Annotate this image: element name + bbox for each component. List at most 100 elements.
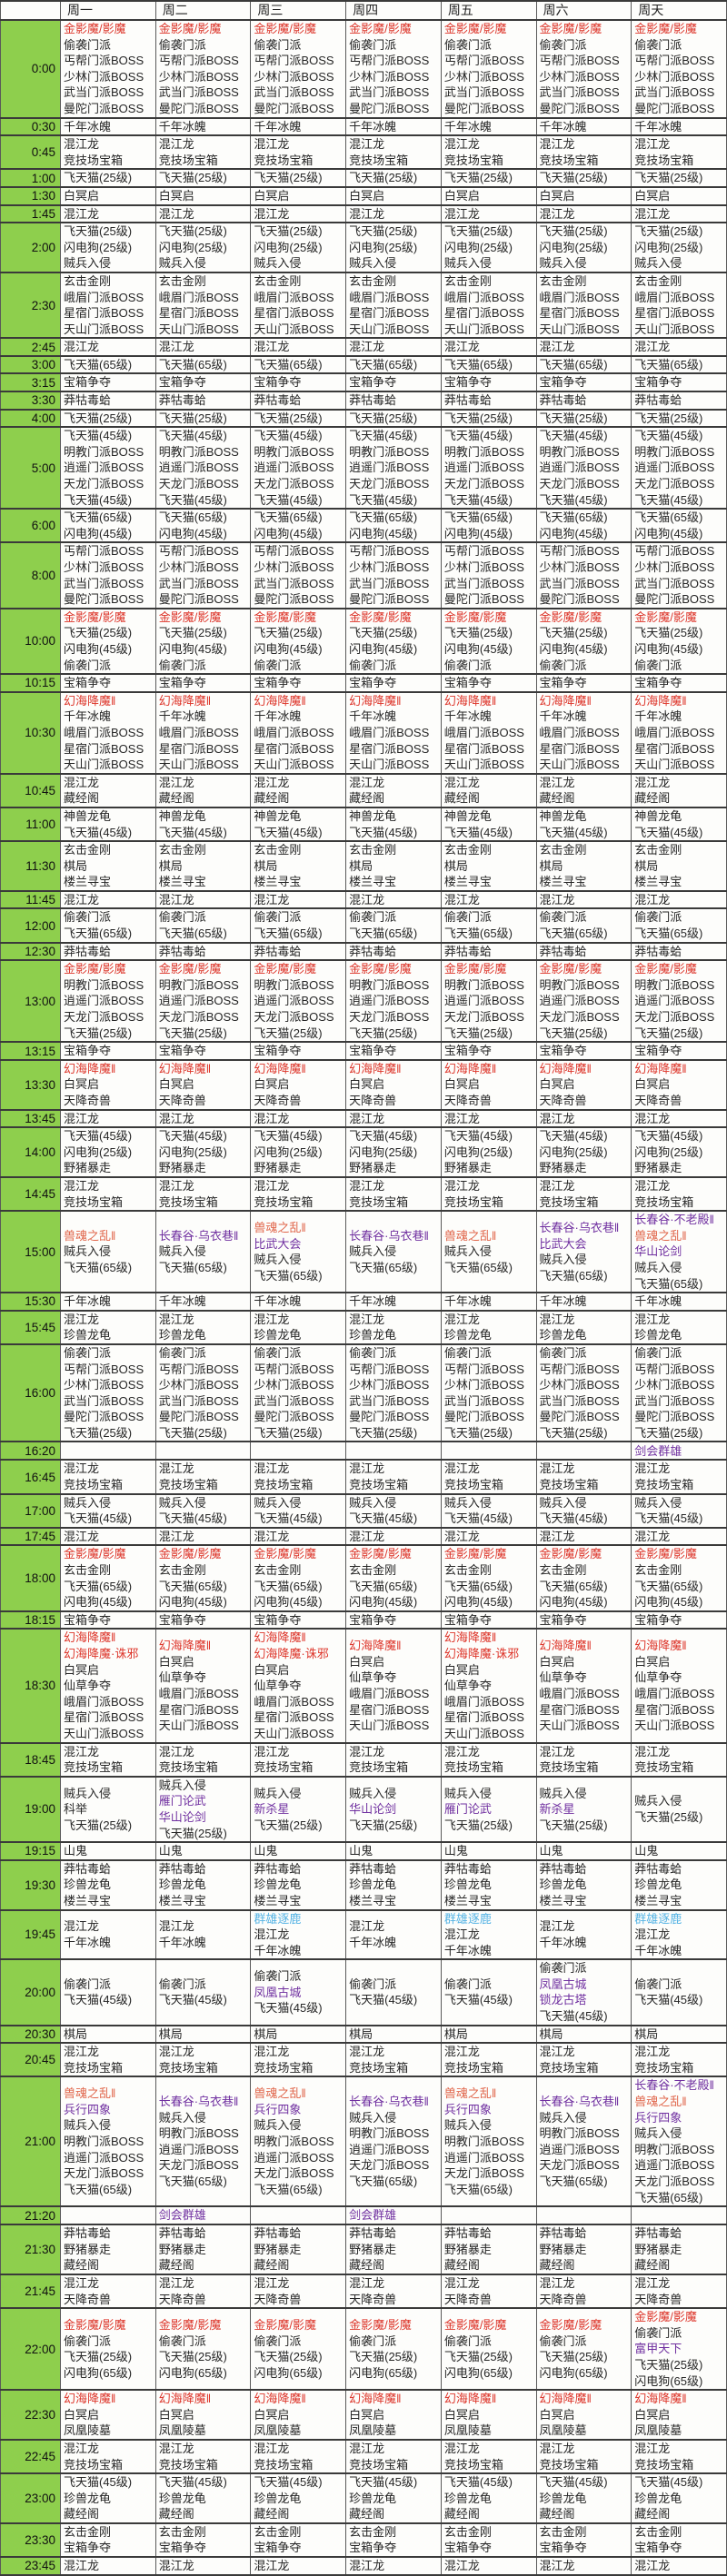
event-label: 飞天猫(45级) bbox=[443, 2475, 513, 2490]
event-label: 天龙门派BOSS bbox=[64, 477, 144, 491]
schedule-row: 22:30 幻海降魔‖ 白冥启 凤凰陵墓 幻海降魔‖ 白冥启 凤凰陵墓 幻海降魔‖ 白冥启 凤凰陵… bbox=[0, 2389, 727, 2441]
event-label: 宝箱争夺 bbox=[443, 1612, 492, 1627]
event-label: 玄击金刚 bbox=[634, 2524, 682, 2539]
event-label: 神兽龙龟 bbox=[254, 808, 302, 823]
event-label: 混江龙 bbox=[64, 340, 100, 354]
event-label: 贼兵入侵 bbox=[349, 256, 397, 271]
schedule-cell: 混江龙 bbox=[154, 1108, 252, 1129]
schedule-cell: 金影魔/影魔 飞天猫(25级) 闪电狗(45级) 偷袭门派 bbox=[250, 607, 347, 676]
schedule-cell: 宝箱争夺 bbox=[440, 1041, 537, 1061]
event-label: 峨眉门派BOSS bbox=[539, 725, 620, 739]
event-label: 贼兵入侵 bbox=[158, 2110, 206, 2125]
event-label: 棋局 bbox=[443, 858, 468, 873]
schedule-cell: 贼兵入侵 雁门论武 华山论剑 飞天猫(25级) bbox=[154, 1775, 252, 1844]
event-label: 飞天猫(45级) bbox=[64, 2475, 133, 2490]
event-label: 竞技场宝箱 bbox=[254, 1194, 314, 1209]
event-label: 雁门论武 bbox=[158, 1794, 206, 1808]
event-label: 竞技场宝箱 bbox=[349, 1760, 409, 1775]
event-label: 藏经阁 bbox=[539, 2507, 575, 2522]
event-label: 竞技场宝箱 bbox=[158, 2060, 218, 2075]
event-label: 藏经阁 bbox=[443, 791, 480, 806]
schedule-cell: 莽牯毒蛤 野猪暴走 藏经阁 bbox=[250, 2224, 347, 2275]
event-label: 兽魂之乱‖ bbox=[634, 1228, 687, 1243]
event-label: 武当门派BOSS bbox=[634, 85, 715, 100]
event-label: 贼兵入侵 bbox=[254, 1786, 302, 1800]
event-label: 白冥启 bbox=[539, 1654, 575, 1669]
event-label: 混江龙 bbox=[443, 340, 480, 354]
event-label: 莽牯毒蛤 bbox=[634, 944, 682, 958]
event-label: 混江龙 bbox=[539, 1111, 575, 1125]
schedule-cell: 宝箱争夺 bbox=[345, 1041, 442, 1061]
event-label: 竞技场宝箱 bbox=[349, 2060, 409, 2075]
event-label: 混江龙 bbox=[158, 1178, 194, 1193]
event-label: 凤凰陵墓 bbox=[443, 2423, 492, 2438]
event-label: 幻海降魔‖ bbox=[634, 693, 687, 708]
event-label: 闪电狗(45级) bbox=[254, 526, 323, 540]
schedule-cell: 飞天猫(65级) 闪电狗(45级) bbox=[535, 508, 632, 544]
event-label: 混江龙 bbox=[254, 1111, 290, 1125]
event-label: 竞技场宝箱 bbox=[349, 1194, 409, 1209]
event-label: 天降奇兽 bbox=[254, 1094, 302, 1107]
schedule-cell: 白冥启 bbox=[440, 185, 537, 206]
schedule-cell: 幻海降魔‖ 幻海降魔·诛邪 白冥启 仙草争夺 峨眉门派BOSS 星宿门派BOSS 天山门派B… bbox=[60, 1628, 156, 1744]
event-label: 兽魂之乱‖ bbox=[64, 1228, 116, 1243]
event-label: 峨眉门派BOSS bbox=[254, 1694, 334, 1709]
event-label: 金影魔/影魔 bbox=[349, 609, 412, 624]
event-label: 玄击金刚 bbox=[254, 2524, 302, 2539]
time-label: 1:45 bbox=[0, 203, 61, 224]
event-label: 天山门派BOSS bbox=[443, 1726, 524, 1740]
event-label: 少林门派BOSS bbox=[634, 1378, 715, 1392]
event-label: 丐帮门派BOSS bbox=[539, 1362, 620, 1376]
time-label: 18:00 bbox=[0, 1544, 61, 1612]
time-label: 23:00 bbox=[0, 2472, 61, 2524]
schedule-cell: 飞天猫(45级) 闪电狗(25级) 野猪暴走 bbox=[535, 1126, 632, 1178]
schedule-cell: 飞天猫(25级) bbox=[154, 408, 252, 429]
event-label: 金影魔/影魔 bbox=[539, 22, 603, 35]
event-label: 闪电狗(45级) bbox=[64, 1595, 133, 1610]
event-label: 武当门派BOSS bbox=[539, 576, 620, 590]
event-label: 天龙门派BOSS bbox=[64, 1010, 144, 1025]
event-label: 贼兵入侵 bbox=[443, 2118, 492, 2133]
event-label: 闪电狗(45级) bbox=[443, 1595, 513, 1610]
event-label: 千年冰魄 bbox=[443, 119, 492, 134]
event-label: 白冥启 bbox=[443, 188, 480, 203]
schedule-cell: 金影魔/影魔 明教门派BOSS 逍遥门派BOSS 天龙门派BOSS 飞天猫(25级) bbox=[631, 959, 727, 1044]
event-label: 兽魂之乱‖ bbox=[443, 1228, 497, 1243]
event-label: 宝箱争夺 bbox=[349, 676, 397, 690]
event-label: 兽魂之乱‖ bbox=[254, 2086, 306, 2101]
schedule-cell: 混江龙 竞技场宝箱 bbox=[440, 1459, 537, 1495]
event-label: 玄击金刚 bbox=[64, 2524, 112, 2539]
event-label: 山鬼 bbox=[64, 1844, 88, 1858]
schedule-row: 16:20 剑会群雄 bbox=[0, 1441, 727, 1461]
event-label: 逍遥门派BOSS bbox=[539, 461, 620, 475]
event-label: 天山门派BOSS bbox=[634, 322, 715, 336]
event-label: 飞天猫(25级) bbox=[443, 1818, 513, 1832]
event-label: 星宿门派BOSS bbox=[254, 1710, 334, 1725]
event-label: 明教门派BOSS bbox=[64, 444, 144, 459]
event-label: 天降奇兽 bbox=[634, 1094, 682, 1107]
event-label: 混江龙 bbox=[64, 1312, 100, 1326]
event-label: 竞技场宝箱 bbox=[443, 1194, 503, 1209]
event-label: 偷袭门派 bbox=[539, 2333, 587, 2348]
event-label: 明教门派BOSS bbox=[64, 2135, 144, 2149]
event-label: 珍兽龙龟 bbox=[254, 2491, 302, 2505]
event-label: 宝箱争夺 bbox=[634, 1612, 682, 1627]
event-label: 竞技场宝箱 bbox=[254, 1760, 314, 1775]
event-label: 野猪暴走 bbox=[254, 1161, 302, 1175]
event-label: 偷袭门派 bbox=[349, 2333, 397, 2348]
schedule-cell: 玄击金刚 宝箱争夺 bbox=[250, 2522, 347, 2559]
schedule-cell: 千年冰魄 bbox=[631, 116, 727, 137]
schedule-cell: 神兽龙龟 飞天猫(45级) bbox=[535, 806, 632, 843]
event-label: 明教门派BOSS bbox=[634, 444, 715, 459]
event-label: 丐帮门派BOSS bbox=[158, 544, 239, 559]
schedule-cell: 飞天猫(45级) 珍兽龙龟 藏经阁 bbox=[60, 2472, 156, 2524]
event-label: 宝箱争夺 bbox=[64, 2541, 112, 2555]
event-label: 闪电狗(25级) bbox=[64, 1144, 133, 1159]
event-label: 天龙门派BOSS bbox=[634, 2175, 715, 2188]
event-label: 峨眉门派BOSS bbox=[443, 725, 524, 739]
schedule-cell: 偷袭门派 飞天猫(45级) bbox=[345, 1958, 442, 2026]
event-label: 竞技场宝箱 bbox=[254, 2060, 314, 2075]
event-label: 混江龙 bbox=[349, 206, 385, 221]
event-label: 天山门派BOSS bbox=[158, 322, 239, 336]
schedule-cell: 混江龙 bbox=[440, 203, 537, 224]
